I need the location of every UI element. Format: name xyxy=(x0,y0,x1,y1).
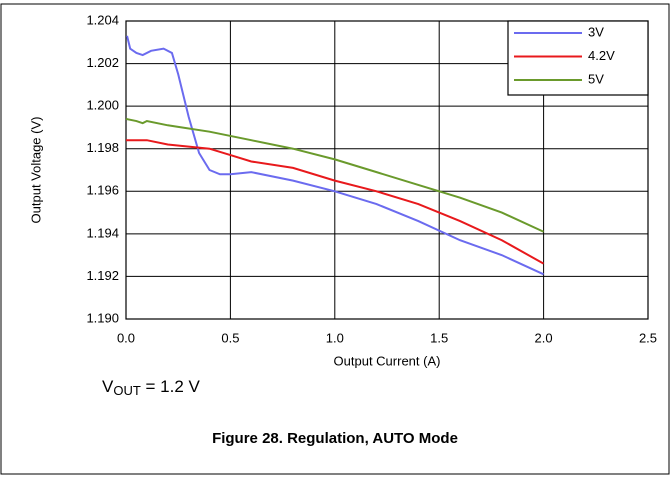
annotation-base: V xyxy=(102,377,114,396)
x-tick-label: 1.5 xyxy=(430,330,448,345)
y-axis-label: Output Voltage (V) xyxy=(28,117,43,224)
series-line xyxy=(125,117,545,233)
legend-label: 5V xyxy=(588,71,604,86)
y-tick-label: 1.204 xyxy=(86,12,119,27)
legend-label: 4.2V xyxy=(588,48,615,63)
x-tick-label: 1.0 xyxy=(326,330,344,345)
x-tick-label: 0.5 xyxy=(221,330,239,345)
y-tick-label: 1.194 xyxy=(86,225,119,240)
series-line xyxy=(126,35,545,276)
annotation-subscript: OUT xyxy=(113,383,141,398)
series-line xyxy=(126,139,545,265)
annotation: VOUT = 1.2 V xyxy=(102,377,201,398)
legend-label: 3V xyxy=(588,24,604,39)
plot-border xyxy=(125,20,649,320)
frame xyxy=(0,3,670,475)
x-tick-label: 0.0 xyxy=(117,330,135,345)
y-tick-label: 1.192 xyxy=(86,268,119,283)
y-tick-label: 1.198 xyxy=(86,140,119,155)
y-tick-label: 1.196 xyxy=(86,183,119,198)
x-tick-label: 2.5 xyxy=(639,330,657,345)
annotation-rest: = 1.2 V xyxy=(141,377,201,396)
x-axis-label: Output Current (A) xyxy=(334,353,441,368)
caption: Figure 28. Regulation, AUTO Mode xyxy=(212,430,458,447)
y-tick-label: 1.202 xyxy=(86,55,119,70)
x-tick-label: 2.0 xyxy=(535,330,553,345)
y-tick-label: 1.200 xyxy=(86,98,119,113)
y-tick-label: 1.190 xyxy=(86,310,119,325)
